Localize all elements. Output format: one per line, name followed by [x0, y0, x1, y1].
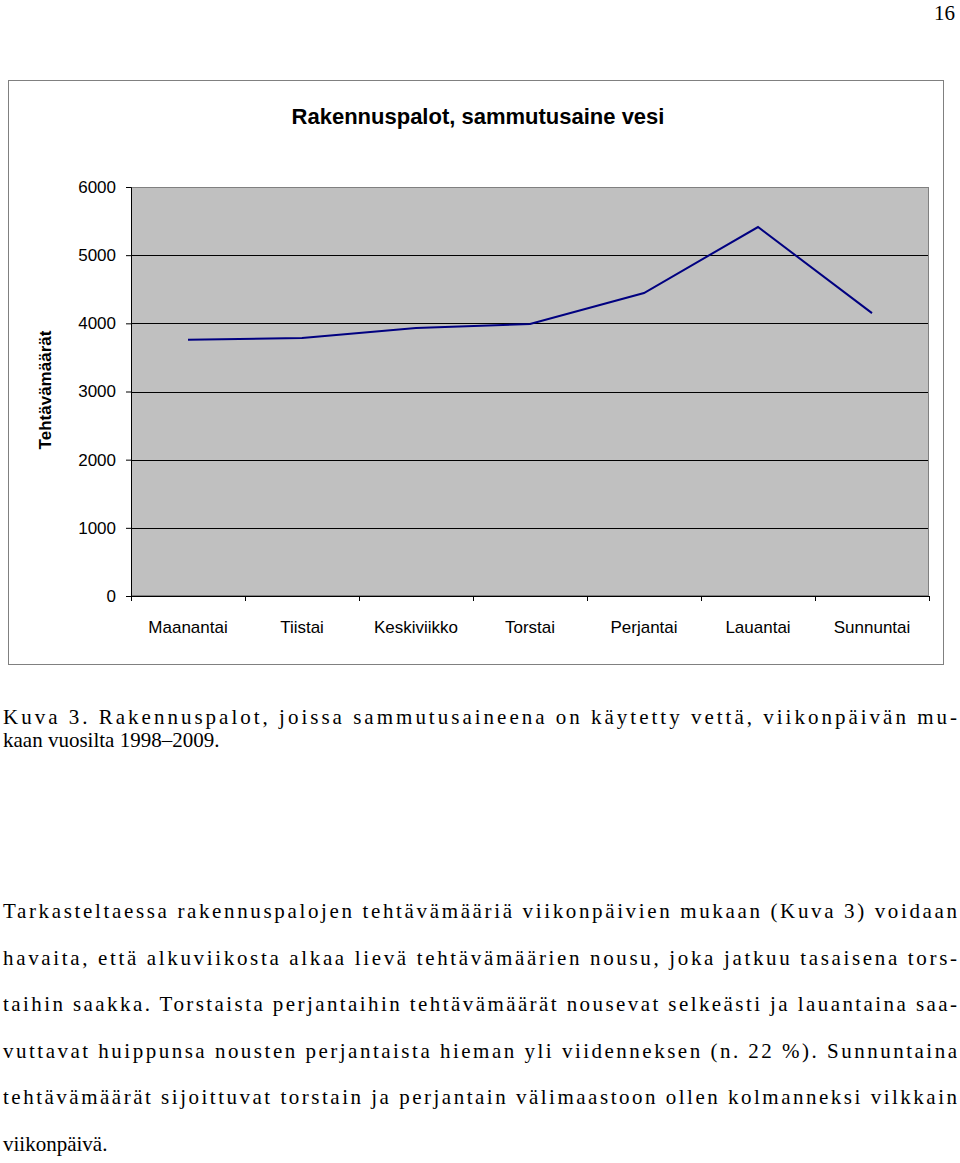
y-tick-label: 5000: [78, 246, 116, 265]
x-axis: Maanantai Tiistai Keskiviikko Torstai Perjan…: [132, 596, 930, 637]
y-tick: 2000: [78, 451, 131, 470]
y-tick-label: 1000: [78, 519, 116, 538]
grid-line: [131, 460, 929, 461]
x-separator: [473, 596, 474, 601]
x-separator: [245, 596, 246, 601]
plot-area: [131, 187, 929, 596]
y-axis-title: Tehtävämäärät: [36, 330, 55, 449]
y-tick: 0: [107, 587, 131, 606]
y-tick: 4000: [78, 314, 131, 333]
y-tick-mark: [126, 392, 131, 393]
x-separator: [701, 596, 702, 601]
x-tick-label: Lauantai: [725, 618, 790, 637]
x-tick-label: Perjantai: [610, 618, 677, 637]
x-tick: Maanantai: [148, 596, 227, 637]
x-separator: [815, 596, 816, 601]
y-tick: 5000: [78, 246, 131, 265]
grid-line: [131, 528, 929, 529]
y-tick-mark: [126, 528, 131, 529]
x-axis-line: [132, 596, 930, 597]
x-tick: Sunnuntai: [834, 596, 911, 637]
y-axis: 0 1000 2000 3000 4000 5000 6000: [78, 178, 131, 606]
paragraph-line: viikonpäivä.: [3, 1132, 107, 1156]
paragraph-line: vuttavat huippunsa nousten perjantaista …: [3, 1039, 958, 1063]
grid-line: [131, 255, 929, 256]
page-number: 16: [934, 1, 955, 25]
x-tick-label: Maanantai: [148, 618, 227, 637]
y-tick-mark: [126, 596, 131, 597]
caption-line: Kuva 3. Rakennuspalot, joissa sammutusai…: [3, 705, 957, 729]
y-tick-label: 4000: [78, 314, 116, 333]
caption-line: kaan vuosilta 1998–2009.: [3, 728, 219, 752]
x-tick-label: Tiistai: [280, 618, 324, 637]
x-tick: Torstai: [505, 596, 555, 637]
chart-frame: [9, 81, 944, 665]
y-tick-label: 3000: [78, 382, 116, 401]
x-separator: [587, 596, 588, 601]
x-tick: Lauantai: [725, 596, 790, 637]
grid: [131, 188, 929, 597]
plot-border: [132, 188, 929, 596]
x-separators: [132, 596, 930, 601]
x-tick-label: Torstai: [505, 618, 555, 637]
x-tick-label: Keskiviikko: [374, 618, 458, 637]
y-axis-line: [126, 188, 132, 597]
grid-line: [131, 596, 929, 597]
x-separator: [359, 596, 360, 601]
chart-title: Rakennuspalot, sammutusaine vesi: [292, 104, 665, 129]
grid-line: [131, 392, 929, 393]
data-line: [188, 227, 872, 340]
y-tick-label: 2000: [78, 451, 116, 470]
y-tick-mark: [126, 255, 131, 256]
x-tick: Keskiviikko: [374, 596, 458, 637]
page: 16 Rakennuspalot, sammutusaine vesi 0 1000 2…: [0, 0, 960, 1163]
x-tick: Tiistai: [280, 596, 324, 637]
paragraph-line: havaita, että alkuviikosta alkaa lievä t…: [3, 946, 957, 970]
x-separator: [929, 596, 930, 601]
y-tick-mark: [126, 323, 131, 324]
y-tick: 6000: [78, 178, 131, 197]
paragraph-line: taihin saakka. Torstaista perjantaihin t…: [3, 992, 957, 1016]
x-separator: [131, 596, 132, 601]
y-tick-mark: [126, 460, 131, 461]
paragraph-line: tehtävämäärät sijoittuvat torstain ja pe…: [3, 1085, 957, 1109]
x-tick-label: Sunnuntai: [834, 618, 911, 637]
paragraph-line: Tarkasteltaessa rakennuspalojen tehtäväm…: [3, 899, 957, 923]
y-tick-label: 0: [107, 587, 116, 606]
y-tick-label: 6000: [78, 178, 116, 197]
y-tick: 3000: [78, 382, 131, 401]
y-tick-mark: [126, 187, 131, 188]
y-tick: 1000: [78, 519, 131, 538]
x-tick: Perjantai: [610, 596, 677, 637]
marks: [188, 227, 872, 340]
